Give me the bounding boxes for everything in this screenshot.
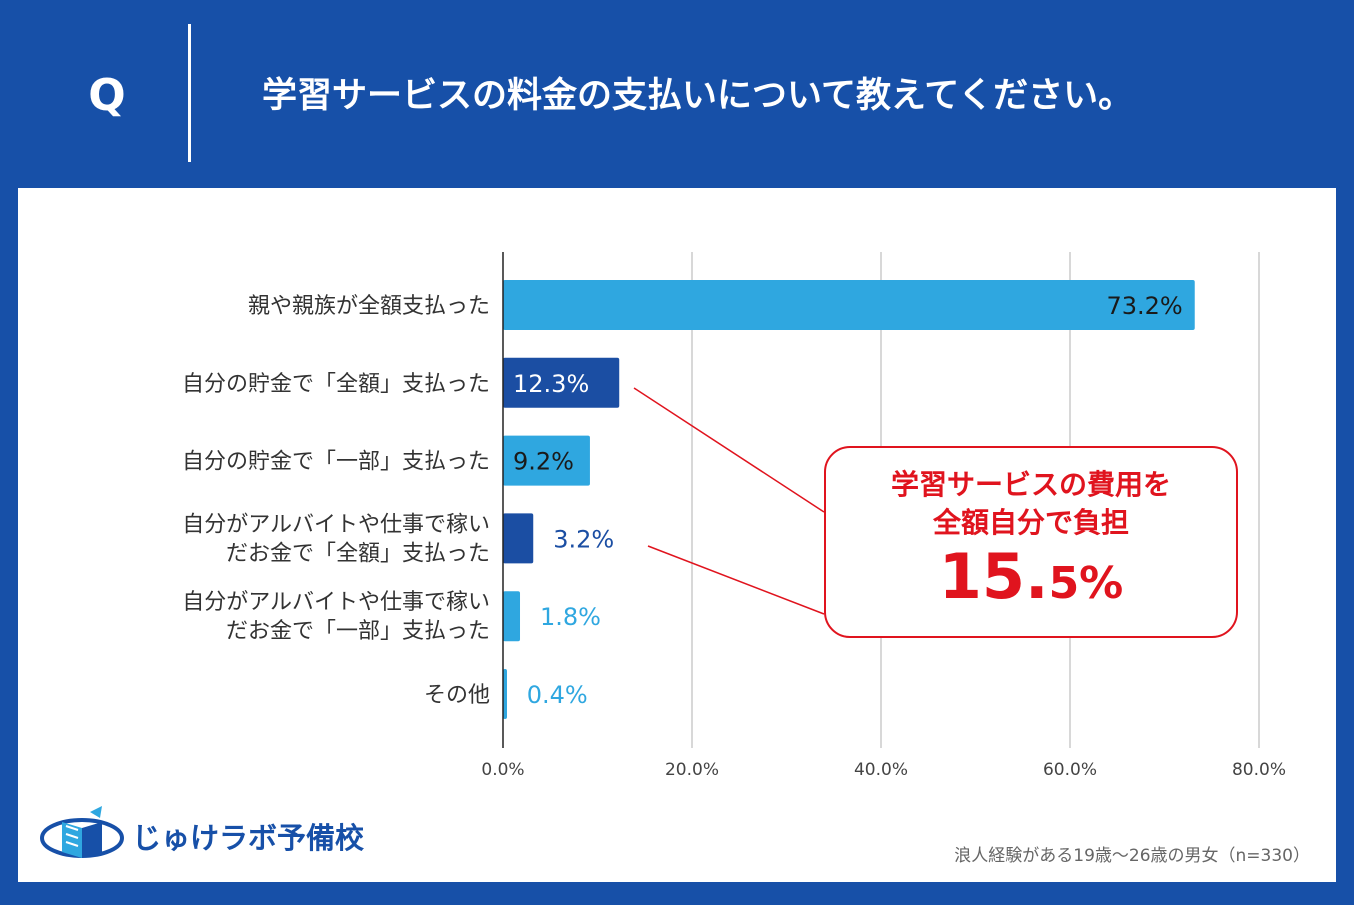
- category-label: だお金で「全額」支払った: [226, 541, 490, 566]
- question-title: 学習サービスの料金の支払いについて教えてください。: [262, 76, 1134, 116]
- category-label: その他: [424, 683, 490, 708]
- category-label: だお金で「一部」支払った: [226, 619, 490, 644]
- callout-line-1: 学習サービスの費用を: [890, 468, 1171, 501]
- callout-line-2: 全額自分で負担: [932, 506, 1129, 539]
- bar: [503, 591, 521, 642]
- category-label: 自分がアルバイトや仕事で稼い: [182, 590, 490, 615]
- header: Q 学習サービスの料金の支払いについて教えてください。: [0, 0, 1354, 188]
- bar-chart: 0.0% 20.0% 40.0% 60.0% 80.0% 親や親族が全額支払った 73.2%…: [182, 252, 1286, 780]
- header-divider: [188, 24, 191, 162]
- value-label: 73.2%: [1106, 292, 1182, 320]
- value-label: 9.2%: [513, 448, 574, 476]
- book-logo-icon: [40, 806, 124, 858]
- callout-value-dec: 5%: [1048, 558, 1124, 609]
- callout-box: 学習サービスの費用を 全額自分で負担 15.5%: [824, 446, 1238, 638]
- x-tick-label: 0.0%: [481, 760, 524, 780]
- category-label: 自分がアルバイトや仕事で稼い: [182, 512, 490, 537]
- sample-footnote: 浪人経験がある19歳～26歳の男女（n=330）: [954, 846, 1310, 866]
- x-tick-label: 20.0%: [665, 760, 719, 780]
- x-tick-label: 60.0%: [1043, 760, 1097, 780]
- connector-line: [633, 387, 825, 513]
- value-label: 1.8%: [540, 603, 601, 631]
- value-label: 3.2%: [553, 525, 614, 553]
- callout-value: 15.5%: [826, 542, 1236, 628]
- bar: [503, 357, 620, 408]
- category-label: 親や親族が全額支払った: [248, 294, 490, 319]
- x-tick-label: 80.0%: [1232, 760, 1286, 780]
- value-label: 0.4%: [527, 681, 588, 709]
- bar: [503, 280, 1195, 330]
- bar: [503, 513, 534, 564]
- connector-line: [647, 545, 825, 615]
- bar: [503, 669, 507, 719]
- x-tick-label: 40.0%: [854, 760, 908, 780]
- q-mark: Q: [88, 70, 126, 121]
- bar: [503, 435, 590, 486]
- category-label: 自分の貯金で「全額」支払った: [182, 372, 490, 397]
- value-label: 12.3%: [513, 370, 589, 398]
- chart-panel: 0.0% 20.0% 40.0% 60.0% 80.0% 親や親族が全額支払った 73.2%…: [18, 188, 1336, 882]
- logo-text: じゅけラボ予備校: [132, 821, 365, 855]
- category-label: 自分の貯金で「一部」支払った: [182, 450, 490, 475]
- callout-value-int: 15.: [938, 540, 1049, 613]
- logo: じゅけラボ予備校: [40, 804, 380, 868]
